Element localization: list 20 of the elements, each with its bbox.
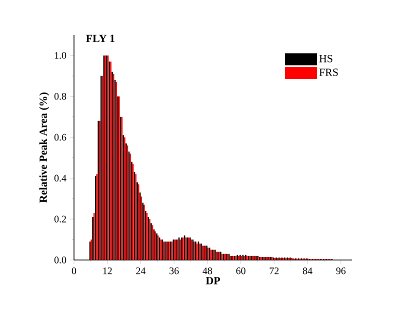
y-tick-label: 0.2 — [54, 216, 66, 222]
x-tick-label: 12 — [103, 268, 112, 274]
y-tick-label: 0.0 — [54, 256, 66, 264]
y-tick-label: 1.0 — [54, 52, 66, 59]
x-tick-label: 0 — [72, 268, 76, 274]
y-tick-label: 0.6 — [54, 134, 66, 141]
x-tick-label: 84 — [302, 268, 312, 274]
y-tick-label: 0.4 — [54, 174, 66, 182]
x-tick-label: 48 — [202, 268, 212, 274]
x-tick-label: 96 — [336, 268, 346, 274]
x-tick-label: 60 — [236, 268, 246, 274]
legend-label: HS — [319, 54, 332, 62]
x-tick-label: 72 — [270, 268, 279, 274]
chart-title: FLY 1 — [86, 34, 114, 42]
x-axis-title: DP — [206, 277, 220, 284]
x-tick-label: 36 — [170, 268, 179, 274]
legend-label: FRS — [319, 68, 338, 76]
y-tick-label: 0.8 — [54, 92, 66, 100]
y-axis-title: Relative Peak Area (%) — [39, 92, 50, 203]
x-tick-label: 24 — [136, 268, 146, 274]
